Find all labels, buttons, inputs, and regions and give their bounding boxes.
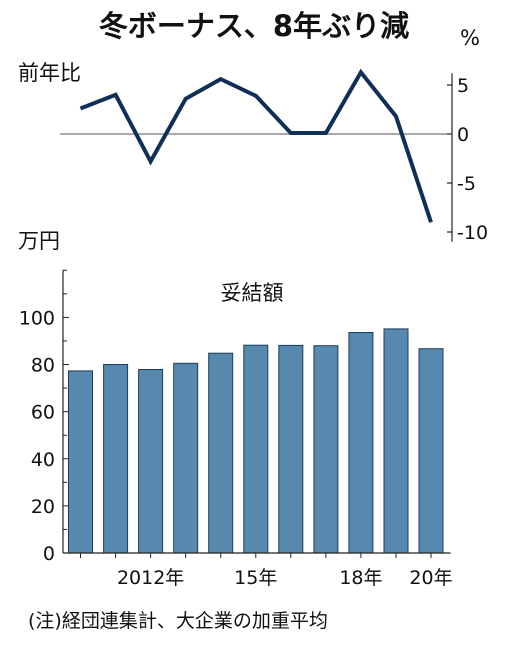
bar <box>418 348 444 554</box>
line-unit-label: % <box>460 26 480 50</box>
line-y-tick-label: -10 <box>457 222 488 244</box>
bar-x-tick-label: 18年 <box>339 567 382 589</box>
bar <box>173 362 199 554</box>
bar-x-tick-label: 2012年 <box>117 567 184 589</box>
bar-x-tick-label: 15年 <box>234 567 277 589</box>
bar-y-tick-label: 40 <box>31 449 55 471</box>
bar <box>103 364 129 554</box>
line-panel: 前年比 % 5 0 -5 -10 <box>18 26 488 244</box>
chart-title: 冬ボーナス、8年ぶり減 <box>99 9 409 43</box>
bar-ylabel: 万円 <box>18 229 60 253</box>
bar-x-tick-label: 20年 <box>409 567 452 589</box>
line-y-tick-label: 5 <box>457 75 469 97</box>
yoy-line <box>79 68 433 223</box>
bar <box>278 344 304 554</box>
bar <box>383 328 409 554</box>
bar-y-tick-label: 100 <box>19 307 55 329</box>
bar <box>68 370 93 554</box>
bar-y-tick-label: 80 <box>31 355 55 377</box>
source-note: (注)経団連集計、大企業の加重平均 <box>28 610 328 632</box>
bar-series-label: 妥結額 <box>221 281 284 305</box>
bar-y-tick-label: 20 <box>31 496 55 518</box>
bar <box>208 352 234 554</box>
line-ylabel: 前年比 <box>18 61 81 85</box>
bar <box>313 345 339 554</box>
bar-y-tick-label: 60 <box>31 402 55 424</box>
bar <box>243 344 269 554</box>
bar-y-tick-label: 0 <box>43 543 55 565</box>
bar-panel: 万円 妥結額 0 20 40 60 80 100 2012年 15年 18年 20年 <box>18 229 453 589</box>
line-y-tick-label: 0 <box>457 124 469 146</box>
bar <box>138 369 164 554</box>
line-y-tick-label: -5 <box>457 173 476 195</box>
bar <box>348 332 374 554</box>
